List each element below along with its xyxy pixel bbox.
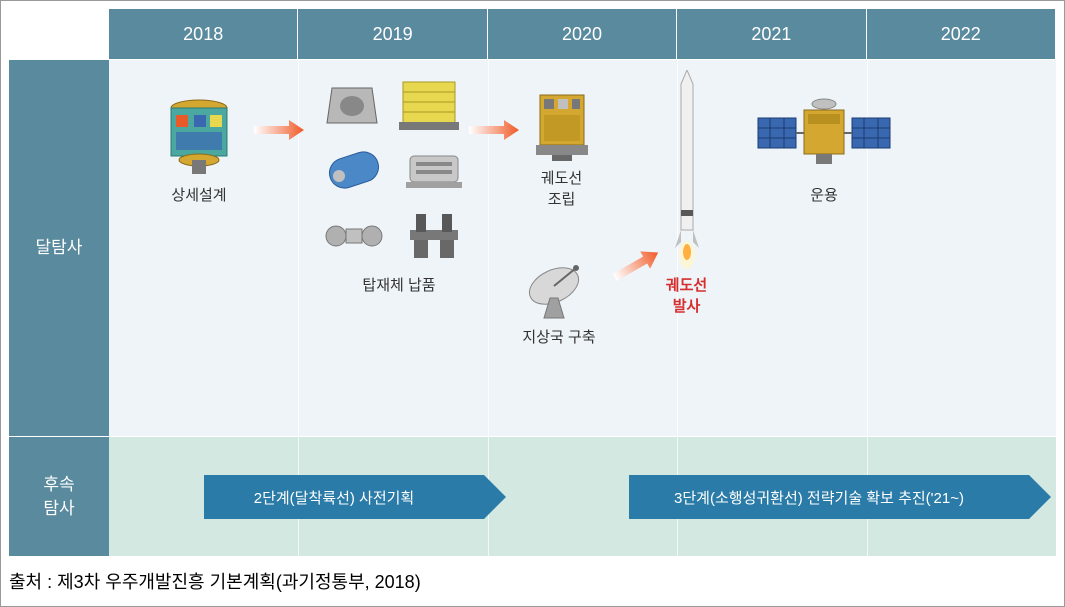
component-2-icon: [394, 72, 464, 132]
header-2018: 2018: [109, 9, 298, 59]
flow-arrow-2: [469, 120, 519, 140]
flow-arrow-3: [608, 243, 666, 288]
phase2-label: 2단계(달착륙선) 사전기획: [254, 487, 415, 508]
timeline-diagram: 2018 2019 2020 2021 2022 달탐사: [0, 0, 1065, 607]
follow-area: 2단계(달착륙선) 사전기획 3단계(소행성귀환선) 전략기술 확보 추진('2…: [109, 436, 1056, 556]
phase3-label: 3단계(소행성귀환선) 전략기술 확보 추진('21~): [674, 487, 964, 508]
phase2-arrow: 2단계(달착륙선) 사전기획: [204, 475, 484, 519]
rowlabel-moon: 달탐사: [9, 59, 109, 436]
component-3-icon: [319, 150, 389, 190]
assembly-label: 궤도선 조립: [514, 167, 609, 209]
phase3-arrow: 3단계(소행성귀환선) 전략기술 확보 추진('21~): [629, 475, 1029, 519]
operation-icon: 운용: [749, 90, 899, 205]
component-4-icon: [399, 150, 469, 192]
ground-icon: 지상국 구축: [509, 260, 609, 347]
operation-label: 운용: [749, 184, 899, 205]
component-5-icon: [319, 215, 389, 257]
rowlabel-follow: 후속 탐사: [9, 436, 109, 556]
launch-label: 궤도선 발사: [664, 274, 709, 316]
header-blank: [9, 9, 109, 59]
component-6-icon: [399, 210, 469, 262]
assembly-icon: 궤도선 조립: [514, 85, 609, 209]
flow-arrow-1: [254, 120, 304, 140]
source-text: 출처 : 제3차 우주개발진흥 기본계획(과기정통부, 2018): [9, 568, 421, 594]
design-label: 상세설계: [139, 184, 259, 205]
payload-label: 탑재체 납품: [319, 274, 479, 295]
grid: 2018 2019 2020 2021 2022 달탐사: [9, 9, 1056, 556]
header-2019: 2019: [298, 9, 487, 59]
rocket-icon: 궤도선 발사: [664, 70, 709, 316]
header-2022: 2022: [867, 9, 1056, 59]
component-1-icon: [319, 78, 384, 133]
design-icon: 상세설계: [139, 90, 259, 205]
ground-label: 지상국 구축: [509, 326, 609, 347]
payload-label-wrap: 탑재체 납품: [319, 270, 479, 295]
header-2020: 2020: [488, 9, 677, 59]
header-2021: 2021: [677, 9, 866, 59]
moon-area: 상세설계: [109, 59, 1056, 436]
